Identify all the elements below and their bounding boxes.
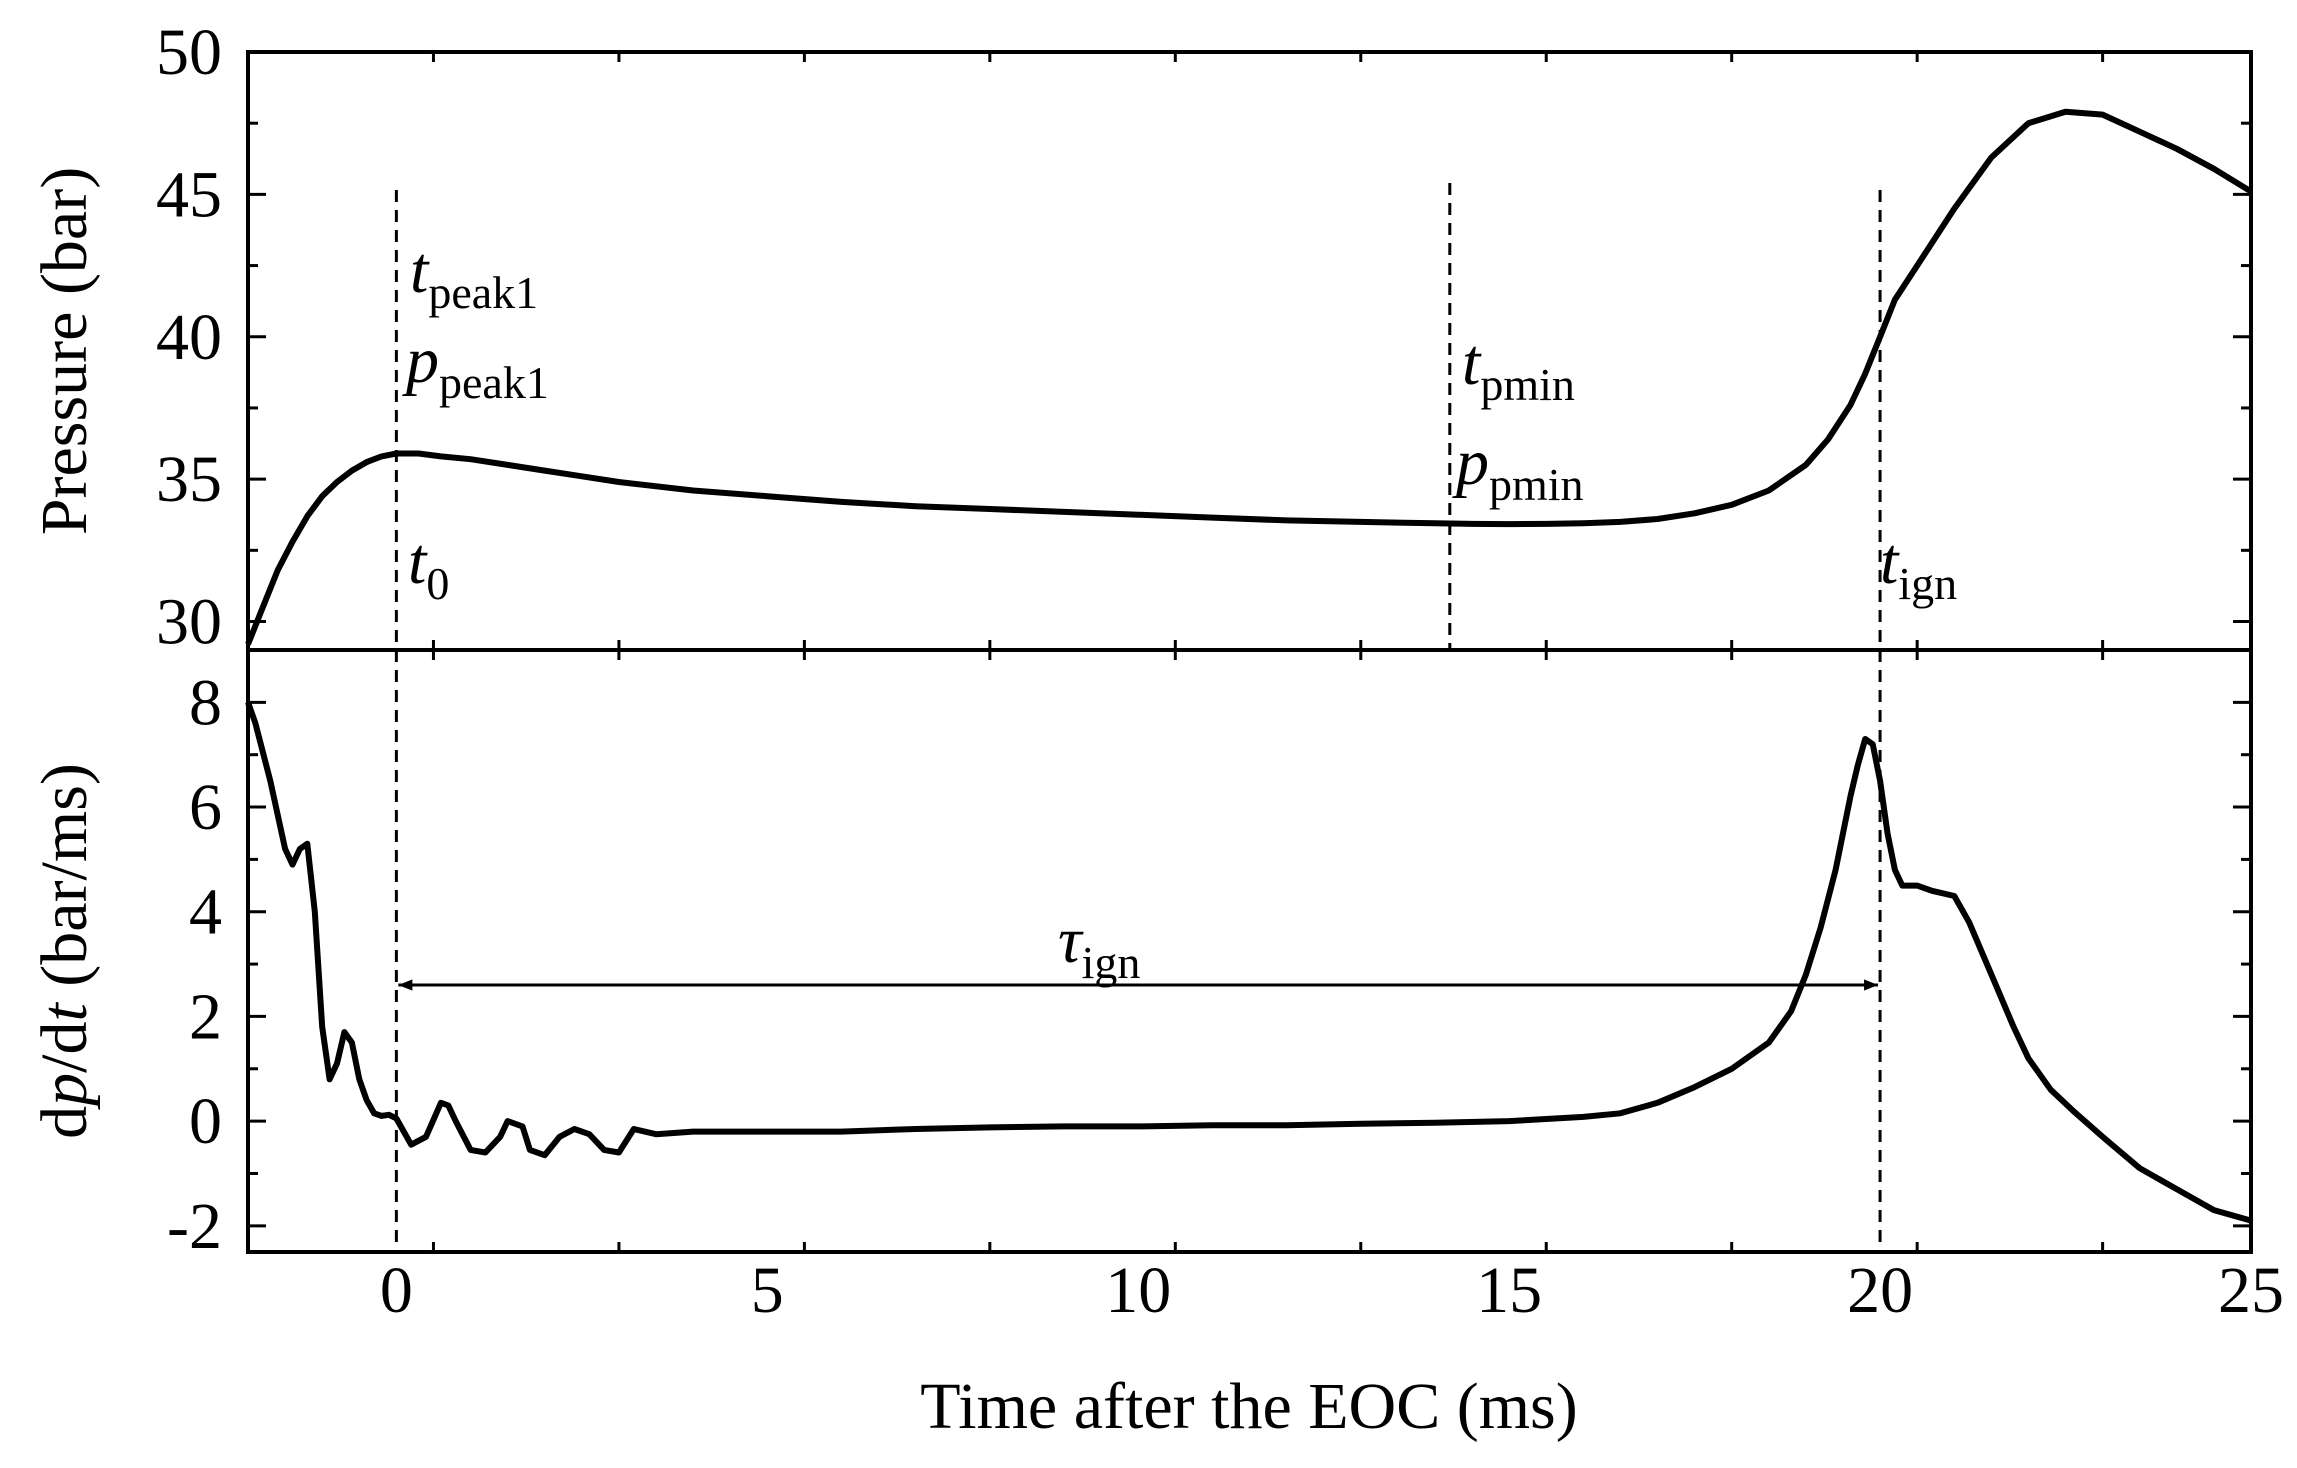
x-axis-title: Time after the EOC (ms) (920, 1370, 1577, 1443)
x-tick-labels: 0 5 10 15 20 25 (380, 1254, 2284, 1327)
ylabel-part-units: (bar/ms) (28, 763, 101, 1003)
annotation-t-peak1: tpeak1 (410, 234, 538, 318)
top-y-tick-label: 35 (156, 443, 222, 516)
x-tick-label: 15 (1476, 1254, 1542, 1327)
annotation-tau-ign: τign (1058, 904, 1140, 988)
annotation-t-ign: tign (1880, 525, 1957, 609)
ylabel-part-t: t (28, 1002, 101, 1022)
bottom-y-tick-label: 2 (189, 980, 222, 1053)
annotation-t-pmin: tpmin (1462, 326, 1575, 410)
axis-ticks (248, 52, 2251, 1252)
bottom-y-tick-label: -2 (167, 1190, 222, 1263)
ylabel-part-d: d (28, 1106, 101, 1139)
x-tick-label: 0 (380, 1254, 413, 1327)
bottom-y-axis-title: dp/dt (bar/ms) (28, 763, 101, 1139)
reference-lines (394, 183, 1882, 1252)
bottom-y-tick-label: 0 (189, 1085, 222, 1158)
ylabel-part-p: p (28, 1073, 101, 1110)
bottom-panel-frame (246, 648, 2253, 1254)
top-y-tick-label: 40 (156, 301, 222, 374)
top-y-tick-label: 50 (156, 16, 222, 89)
bottom-y-tick-label: 8 (189, 666, 222, 739)
x-tick-label: 20 (1847, 1254, 1913, 1327)
dpdt-series-line (245, 701, 2252, 1224)
x-tick-label: 25 (2218, 1254, 2284, 1327)
x-tick-label: 5 (751, 1254, 784, 1327)
y-tick-labels: 30 35 40 45 50 -2 0 2 4 6 8 (156, 16, 222, 1263)
x-tick-label: 10 (1105, 1254, 1171, 1327)
bottom-y-tick-label: 6 (189, 771, 222, 844)
top-y-tick-label: 30 (156, 586, 222, 659)
bottom-y-tick-label: 4 (189, 876, 222, 949)
annotation-p-peak1: ppeak1 (402, 324, 549, 408)
ylabel-part-slash-d: /d (28, 1022, 101, 1073)
annotation-p-pmin: ppmin (1452, 426, 1584, 510)
top-y-tick-label: 45 (156, 158, 222, 231)
pressure-series-line (245, 108, 2253, 646)
top-y-axis-title: Pressure (bar) (28, 167, 101, 535)
annotation-t0: t0 (408, 525, 449, 609)
